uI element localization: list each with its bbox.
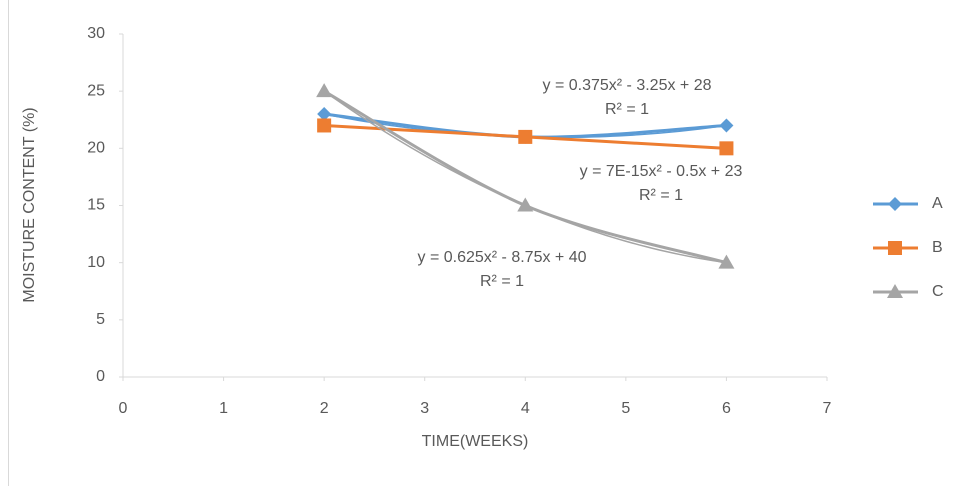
y-tick-label: 30 xyxy=(87,25,105,42)
marker xyxy=(718,254,735,269)
legend-marker xyxy=(887,284,903,298)
x-tick-label: 1 xyxy=(219,400,228,417)
legend-label: B xyxy=(932,239,943,256)
x-tick-label: 5 xyxy=(621,400,630,417)
x-axis-title: TIME(WEEKS) xyxy=(422,433,529,450)
marker xyxy=(517,197,534,212)
y-tick-label: 5 xyxy=(96,311,105,328)
marker xyxy=(317,107,332,122)
marker xyxy=(518,129,533,144)
marker xyxy=(316,83,333,98)
x-tick-label: 7 xyxy=(823,400,832,417)
trendline-r2: R² = 1 xyxy=(605,101,649,118)
marker xyxy=(719,118,734,133)
y-axis-title: MOISTURE CONTENT (%) xyxy=(21,107,38,302)
legend-marker xyxy=(888,197,902,211)
y-tick-label: 10 xyxy=(87,254,105,271)
x-tick-label: 6 xyxy=(722,400,731,417)
trendline-r2: R² = 1 xyxy=(480,273,524,290)
trendline-equation: y = 7E-15x² - 0.5x + 23 xyxy=(580,163,743,180)
trendline-equation: y = 0.625x² - 8.75x + 40 xyxy=(418,249,587,266)
trendline-equation: y = 0.375x² - 3.25x + 28 xyxy=(543,77,712,94)
y-tick-label: 15 xyxy=(87,197,105,214)
trendline-r2: R² = 1 xyxy=(639,187,683,204)
x-tick-label: 0 xyxy=(119,400,128,417)
legend-marker xyxy=(888,241,902,255)
marker xyxy=(719,141,734,156)
x-tick-label: 3 xyxy=(420,400,429,417)
legend-label: C xyxy=(932,283,944,300)
marker xyxy=(317,118,332,133)
x-tick-label: 4 xyxy=(521,400,530,417)
y-tick-label: 20 xyxy=(87,140,105,157)
x-tick-label: 2 xyxy=(320,400,329,417)
y-tick-label: 25 xyxy=(87,82,105,99)
y-tick-label: 0 xyxy=(96,368,105,385)
legend-label: A xyxy=(932,195,943,212)
